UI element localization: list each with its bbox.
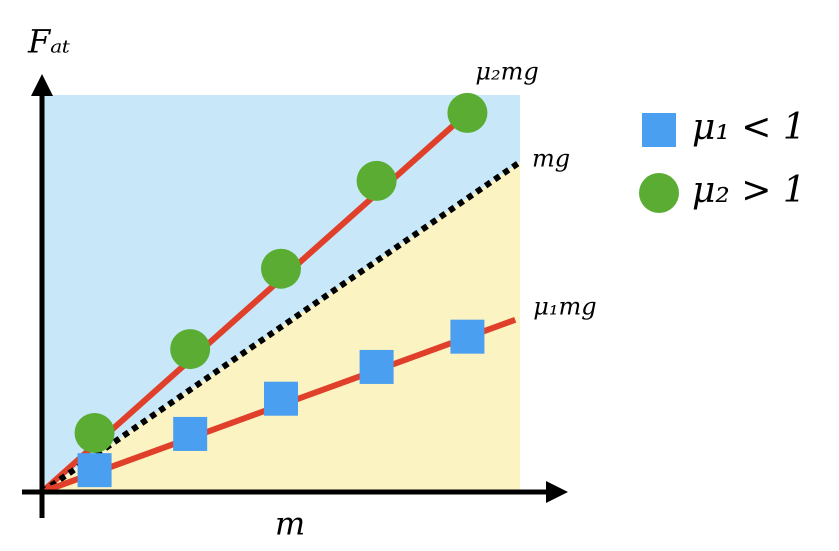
- x-axis-label: m: [275, 505, 305, 543]
- legend-label: μ₂ > 1: [692, 170, 806, 211]
- circle-marker: [639, 173, 679, 213]
- y-axis-label: Fₐₜ: [27, 23, 70, 61]
- square-marker: [642, 113, 676, 147]
- x-axis-arrow: [546, 481, 568, 503]
- line-label: mg: [532, 144, 570, 172]
- reference-line: [40, 159, 522, 495]
- circle-marker: [447, 92, 488, 133]
- square-marker: [77, 453, 112, 488]
- line-label: μ₁mg: [533, 292, 596, 320]
- circle-marker: [261, 248, 301, 289]
- marks: [74, 92, 488, 488]
- circle-marker: [356, 160, 397, 201]
- upper-region: [42, 95, 520, 492]
- square-marker: [264, 381, 298, 416]
- legend: μ₁ < 1 μ₂ > 1: [639, 107, 806, 213]
- circle-marker: [74, 412, 115, 453]
- square-marker: [450, 319, 485, 354]
- square-marker: [173, 416, 208, 451]
- axes: [22, 74, 568, 518]
- line-labels: μ₂mg mg μ₁mg: [475, 57, 596, 320]
- legend-label: μ₁ < 1: [692, 107, 806, 148]
- square-marker: [359, 349, 394, 384]
- circle-marker: [170, 329, 211, 370]
- y-axis-arrow: [31, 74, 53, 96]
- line-label: μ₂mg: [475, 57, 538, 85]
